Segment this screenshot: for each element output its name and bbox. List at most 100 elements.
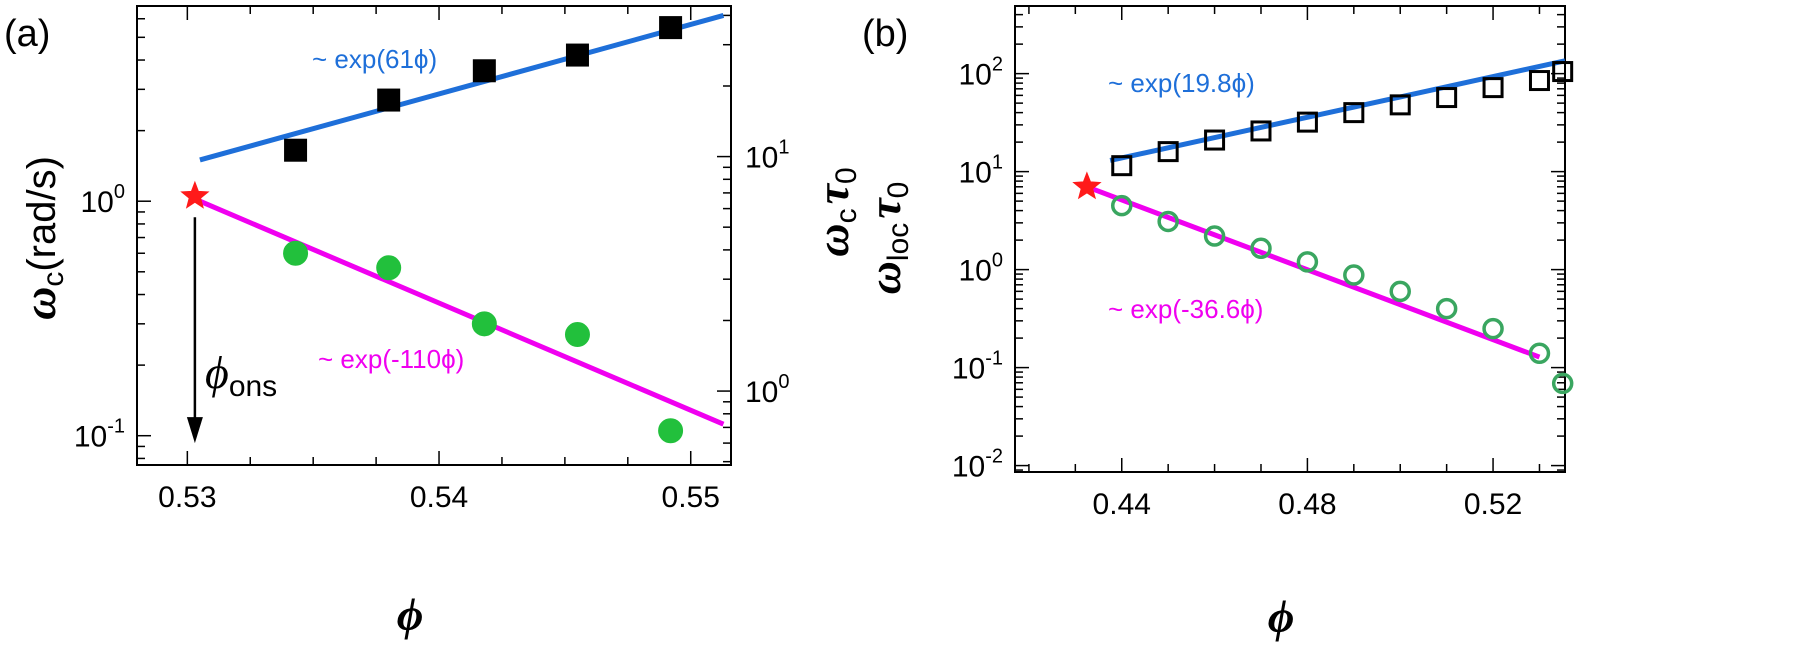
right-y-tick-exp: 1 [778,137,789,159]
b-ylabel-sub2: 0 [882,182,915,199]
x-tick-label: 0.48 [1278,488,1336,521]
data-point-square [1552,61,1574,83]
y-tick-label: 100 [959,250,1004,288]
panel-b-data-marks [1072,61,1574,395]
panel-a-data-marks [180,16,684,444]
data-point-circle [1250,237,1272,260]
y-tick-label: 101 [959,152,1004,190]
b-ylabel-main: ω [859,261,910,294]
right-y-tick-base: 10 [745,376,778,409]
data-point-square [284,138,308,162]
onset-star-marker [1072,171,1102,200]
data-point-square [1157,141,1179,163]
panel-a-ticks [137,6,731,465]
data-point-circle [564,322,590,348]
y-tick-exp: 0 [992,250,1003,272]
data-point-square [1296,111,1318,133]
right-ylabel-main: ω [807,223,858,256]
fit-label-a-blue: ~ exp(61ϕ) [312,44,437,74]
data-point-circle [1203,225,1226,247]
data-point-circle [1482,317,1504,340]
y-tick-base: 10 [952,451,985,484]
data-point-square [1343,102,1365,124]
right-y-tick-label: 101 [745,137,790,175]
b-ylabel-sub: loc [882,223,915,261]
y-tick-label: 10-2 [952,446,1003,484]
data-point-circle [1528,342,1551,365]
right-ylabel-sub2: 0 [830,167,863,184]
panel-a-onset-arrow [186,217,203,444]
y-tick-exp: -1 [107,416,125,438]
data-point-circle [1551,372,1574,395]
fit-label-a-magenta: ~ exp(-110ϕ) [318,344,464,374]
data-point-square [1389,94,1411,116]
y-tick-exp: 0 [114,181,125,203]
y-tick-label: 10-1 [952,348,1003,386]
left-ylabel-rest: (rad/s) [20,156,64,272]
x-tick-label: 0.55 [662,481,720,514]
right-ylabel-main2: τ [807,182,858,204]
right-y-tick-base: 10 [745,142,778,175]
data-point-circle [1343,264,1365,286]
data-point-circle [1157,210,1179,233]
y-tick-exp: 1 [992,152,1003,174]
left-ylabel-main: ω [14,287,65,320]
data-point-circle [1296,251,1319,273]
data-point-square [377,88,401,112]
data-point-square [1250,120,1272,142]
x-tick-label: 0.54 [410,481,468,514]
data-point-square [1204,129,1226,151]
y-tick-exp: 2 [992,54,1003,76]
panel-b-x-axis-title: ϕ [1268,591,1295,642]
panel-b-frame [1014,5,1566,473]
y-tick-label: 10-1 [74,416,125,454]
y-tick-base: 10 [959,255,992,288]
panel-a-right-y-axis-title: ωcτ0 [807,167,863,256]
fit-line-magenta [198,198,725,427]
onset-arrow-head [186,417,203,444]
panel-b-ticks [1015,6,1565,472]
y-tick-base: 10 [959,157,992,190]
y-tick-base: 10 [81,186,114,219]
data-point-circle [1389,280,1411,303]
data-point-square [1482,77,1504,99]
phi-ons-main: ϕ [205,347,229,398]
panel-a-fit-lines [198,12,725,427]
y-tick-base: 10 [959,59,992,92]
x-tick-label: 0.53 [158,481,216,514]
panel-a-phi-ons-label: ϕons [205,347,277,403]
fit-label-b-blue: ~ exp(19.8ϕ) [1108,68,1255,98]
b-ylabel-main2: τ [859,197,910,219]
right-ylabel-sub: c [830,208,863,223]
fit-line-blue [199,12,725,163]
data-point-circle [471,311,497,337]
right-y-tick-exp: 0 [778,371,789,393]
data-point-square [565,43,589,67]
data-point-circle [1435,297,1458,320]
data-point-circle [658,418,684,444]
y-tick-exp: -1 [985,348,1003,370]
y-tick-base: 10 [74,421,107,454]
panel-b-y-axis-title: ωloc τ0 [859,182,915,295]
y-tick-base: 10 [952,353,985,386]
panel-a-x-axis-title: ϕ [397,589,424,640]
data-point-circle [283,240,309,266]
y-tick-label: 100 [81,181,126,219]
data-point-circle [1111,194,1133,217]
left-ylabel-sub: c [37,272,70,287]
phi-ons-sub: ons [229,370,277,403]
data-point-circle [376,255,402,281]
right-y-tick-label: 100 [745,371,790,409]
panel-a-label: (a) [4,13,50,55]
x-tick-label: 0.52 [1464,488,1522,521]
panel-b-label: (b) [862,13,908,55]
y-tick-label: 102 [959,54,1004,92]
data-point-square [1111,155,1133,177]
panel-a-left-y-axis-title: ωc(rad/s) [14,156,70,320]
data-point-square [1528,70,1550,92]
